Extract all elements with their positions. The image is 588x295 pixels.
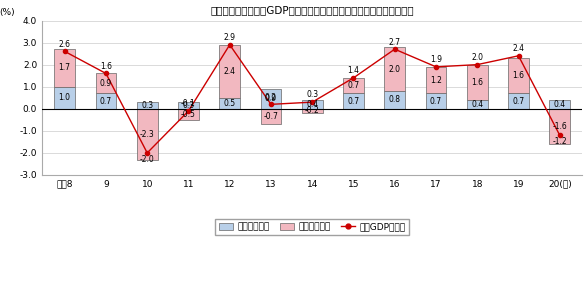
Bar [426, 67, 446, 93]
Bar [96, 93, 116, 109]
Bar [467, 100, 487, 109]
Text: -1.2: -1.2 [553, 137, 567, 146]
Text: -2.3: -2.3 [140, 130, 155, 139]
Text: 2.0: 2.0 [471, 53, 483, 62]
Text: -0.7: -0.7 [263, 112, 278, 121]
Bar [508, 93, 529, 109]
Bar [343, 78, 364, 93]
Bar [219, 45, 240, 98]
Text: 0.4: 0.4 [306, 100, 318, 109]
Text: 0.7: 0.7 [512, 96, 524, 106]
Bar [426, 93, 446, 109]
Bar [385, 91, 405, 109]
Bar [96, 73, 116, 93]
Text: -0.2: -0.2 [305, 106, 320, 115]
Text: 0.3: 0.3 [182, 101, 195, 110]
Bar [178, 102, 199, 109]
Bar [467, 65, 487, 100]
Text: 1.2: 1.2 [430, 76, 442, 85]
Bar [549, 100, 570, 109]
Bar [54, 87, 75, 109]
Text: 0.5: 0.5 [223, 99, 236, 108]
Bar [137, 102, 158, 109]
Title: 情報通信産業は実質GDP成長率に対して、プラスに寄与し続けている: 情報通信産業は実質GDP成長率に対して、プラスに寄与し続けている [211, 6, 414, 16]
Text: 0.2: 0.2 [265, 93, 277, 102]
Text: 2.9: 2.9 [223, 33, 236, 42]
Text: 0.9: 0.9 [265, 94, 277, 103]
Text: 1.9: 1.9 [430, 55, 442, 64]
Bar [343, 93, 364, 109]
Text: 0.7: 0.7 [348, 96, 359, 106]
Text: 0.7: 0.7 [100, 96, 112, 106]
Text: 0.4: 0.4 [554, 100, 566, 109]
Bar [302, 109, 323, 113]
Text: 1.4: 1.4 [348, 66, 359, 75]
Bar [385, 47, 405, 91]
Text: 0.7: 0.7 [348, 81, 359, 90]
Bar [508, 58, 529, 93]
Bar [549, 109, 570, 144]
Bar [260, 109, 281, 124]
Legend: 情報通信産業, その他の産業, 実質GDP成長率: 情報通信産業, その他の産業, 実質GDP成長率 [215, 219, 409, 235]
Bar [178, 109, 199, 120]
Text: -1.6: -1.6 [552, 122, 567, 131]
Text: 0.7: 0.7 [430, 96, 442, 106]
Text: (%): (%) [0, 9, 14, 17]
Bar [137, 109, 158, 160]
Text: 2.4: 2.4 [223, 67, 236, 76]
Text: 1.7: 1.7 [59, 63, 71, 73]
Text: 0.9: 0.9 [100, 79, 112, 88]
Text: 1.6: 1.6 [471, 78, 483, 87]
Text: 0.8: 0.8 [389, 96, 401, 104]
Text: 2.6: 2.6 [59, 40, 71, 49]
Text: 0.4: 0.4 [471, 100, 483, 109]
Bar [219, 98, 240, 109]
Text: 1.6: 1.6 [513, 71, 524, 80]
Text: 2.0: 2.0 [389, 65, 401, 73]
Text: 0.3: 0.3 [141, 101, 153, 110]
Text: 1.6: 1.6 [100, 62, 112, 71]
Bar [54, 49, 75, 87]
Text: -0.5: -0.5 [181, 110, 196, 119]
Text: -0.1: -0.1 [181, 99, 196, 108]
Text: -2.0: -2.0 [140, 155, 155, 164]
Text: 2.4: 2.4 [513, 44, 524, 53]
Text: 0.3: 0.3 [306, 91, 318, 99]
Bar [302, 100, 323, 109]
Text: 2.7: 2.7 [389, 37, 401, 47]
Bar [260, 89, 281, 109]
Text: 1.0: 1.0 [59, 93, 71, 102]
